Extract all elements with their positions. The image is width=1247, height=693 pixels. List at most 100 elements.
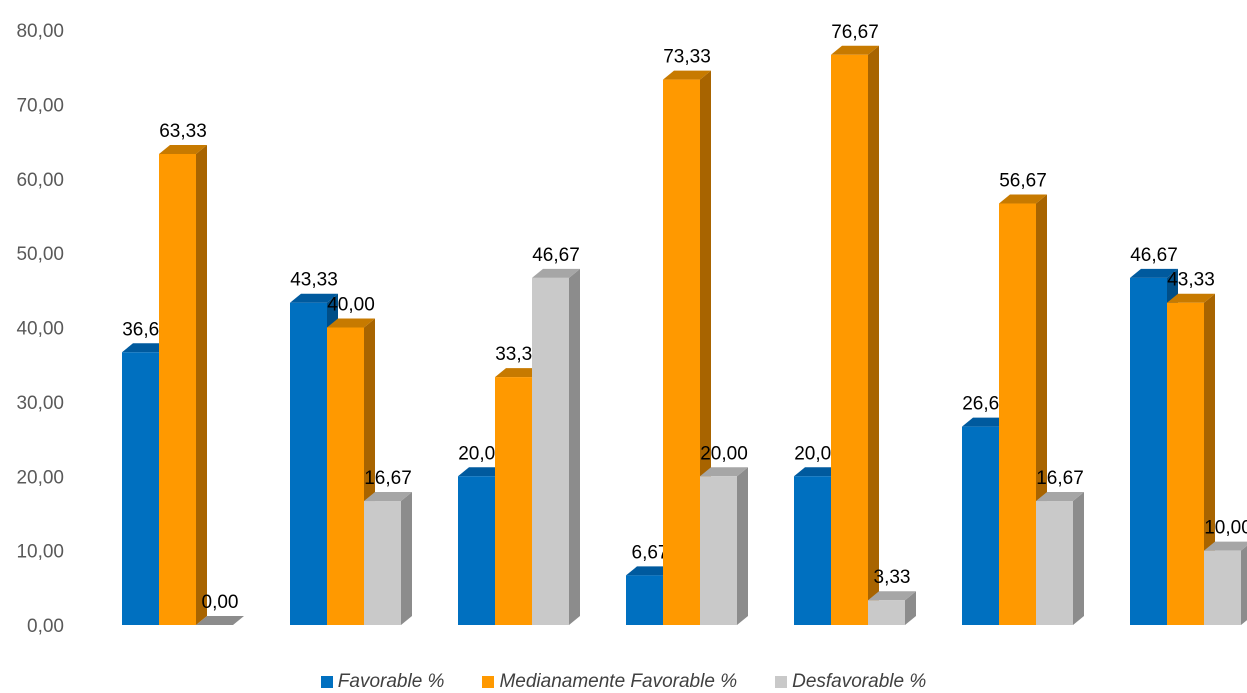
- bar-front: [831, 54, 868, 626]
- y-tick-label: 10,00: [16, 542, 64, 563]
- bar-front: [532, 277, 569, 625]
- bar-front: [458, 476, 495, 625]
- legend-item-medianamente-favorable: Medianamente Favorable %: [482, 671, 737, 693]
- bar-top: [999, 194, 1047, 204]
- data-label: 33,33: [495, 344, 543, 365]
- bar-side: [737, 467, 748, 625]
- y-tick-label: 20,00: [16, 467, 64, 488]
- bar-top: [868, 591, 916, 601]
- bar-top: [196, 616, 244, 625]
- bar-top: [831, 45, 879, 55]
- bar-front: [962, 426, 999, 625]
- bar: [1036, 492, 1084, 625]
- bar: [868, 591, 916, 625]
- bar: [364, 492, 412, 625]
- data-label: 6,67: [632, 542, 669, 563]
- bar-front: [327, 327, 364, 625]
- bar-top: [794, 467, 842, 477]
- data-label: 0,00: [202, 592, 239, 613]
- bar-top: [1167, 293, 1215, 303]
- data-label: 10,00: [1204, 518, 1247, 539]
- y-tick-label: 30,00: [16, 393, 64, 414]
- bar: [999, 194, 1047, 625]
- bar-top: [962, 417, 1010, 427]
- y-tick-label: 40,00: [16, 319, 64, 340]
- data-label: 56,67: [999, 171, 1047, 192]
- bar-front: [868, 600, 905, 625]
- bar-front: [999, 203, 1036, 625]
- bar-side: [196, 144, 207, 625]
- data-label: 16,67: [1036, 468, 1084, 489]
- bar-top: [700, 467, 748, 477]
- bar: [159, 144, 207, 625]
- bar: [1167, 293, 1215, 625]
- bar-top: [532, 268, 580, 278]
- data-label: 40,00: [327, 295, 375, 316]
- bar: [700, 467, 748, 625]
- bar-side: [1241, 545, 1247, 625]
- legend-swatch-favorable: [320, 676, 333, 688]
- data-label: 20,00: [794, 443, 842, 464]
- bar-top: [458, 467, 506, 477]
- y-tick-label: 60,00: [16, 170, 64, 191]
- legend-label-medianamente-favorable: Medianamente Favorable %: [499, 671, 738, 692]
- data-label: 26,67: [962, 394, 1010, 415]
- bar-front: [1204, 550, 1241, 625]
- y-tick-label: 0,00: [27, 616, 64, 637]
- bar-front: [794, 476, 831, 625]
- legend-label-favorable: Favorable %: [337, 671, 445, 692]
- bar-front: [700, 476, 737, 625]
- data-label: 46,67: [1130, 245, 1178, 266]
- data-label: 63,33: [159, 121, 207, 142]
- legend-swatch-desfavorable: [775, 676, 788, 688]
- bar-top: [1204, 541, 1247, 551]
- bar-front: [159, 153, 196, 625]
- y-tick-label: 70,00: [16, 95, 64, 116]
- bar: [196, 616, 244, 625]
- bar-side: [905, 591, 916, 625]
- bar-top: [159, 144, 207, 154]
- legend-label-desfavorable: Desfavorable %: [792, 671, 927, 692]
- bar: [831, 45, 879, 626]
- bar-top: [290, 293, 338, 303]
- data-label: 76,67: [831, 22, 879, 43]
- bar-front: [495, 377, 532, 625]
- data-label: 43,33: [290, 270, 338, 291]
- bar-front: [663, 79, 700, 625]
- legend: Favorable % Medianamente Favorable % Des…: [0, 671, 1247, 693]
- data-label: 3,33: [874, 567, 911, 588]
- legend-item-desfavorable: Desfavorable %: [775, 671, 926, 693]
- bar-front: [1130, 277, 1167, 625]
- bar-top: [1036, 492, 1084, 502]
- data-label: 43,33: [1167, 270, 1215, 291]
- bar-front: [364, 501, 401, 625]
- data-label: 20,00: [458, 443, 506, 464]
- bar-side: [868, 45, 879, 626]
- bar-front: [1036, 501, 1073, 625]
- legend-swatch-medianamente-favorable: [482, 676, 495, 688]
- bar-front: [626, 575, 663, 625]
- bar-front: [122, 352, 159, 625]
- data-label: 36,67: [122, 319, 170, 340]
- bar-side: [569, 268, 580, 625]
- bar-top: [495, 368, 543, 378]
- bar-side: [1073, 492, 1084, 625]
- bar: [532, 268, 580, 625]
- bar-front: [1167, 302, 1204, 625]
- bar-front: [290, 302, 327, 625]
- bar: [1204, 541, 1247, 625]
- data-label: 46,67: [532, 245, 580, 266]
- y-tick-label: 80,00: [16, 21, 64, 42]
- bar-top: [327, 318, 375, 328]
- y-tick-label: 50,00: [16, 244, 64, 265]
- bar-top: [626, 566, 674, 576]
- data-label: 20,00: [700, 443, 748, 464]
- data-label: 73,33: [663, 47, 711, 68]
- bar-side: [1204, 293, 1215, 625]
- bar-top: [122, 343, 170, 353]
- bar-side: [401, 492, 412, 625]
- legend-item-favorable: Favorable %: [320, 671, 445, 693]
- bar-top: [1130, 268, 1178, 278]
- data-label: 16,67: [364, 468, 412, 489]
